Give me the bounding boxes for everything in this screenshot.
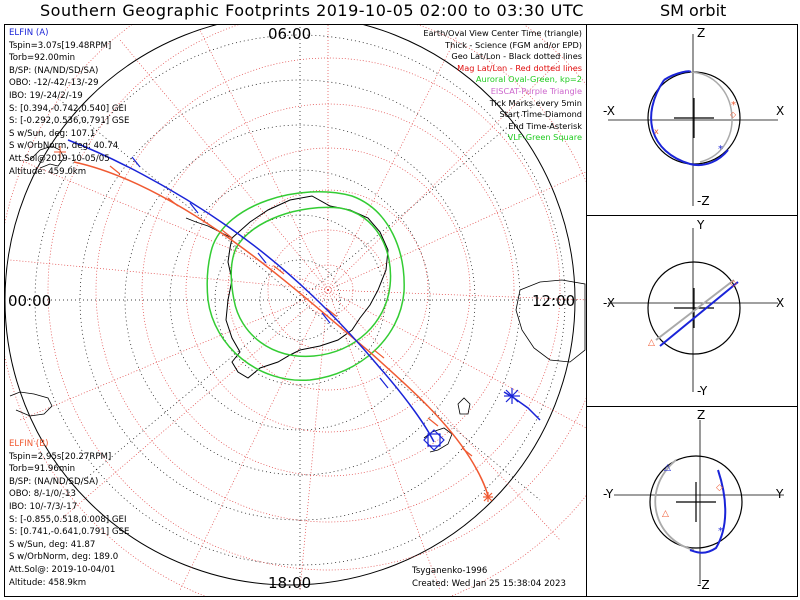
svg-text:x: x [654,127,659,136]
australia-coast [515,279,586,363]
map-legend: Earth/Oval View Center Time (triangle) T… [423,28,582,144]
auroral-oval-inner [230,206,392,358]
sm-xz-right-label: X [776,104,785,118]
elfin-b-track [73,161,489,497]
sm-yz-top-label: Z [697,408,706,422]
sm-xy-right-label: X [776,296,785,310]
sm-panel-divider [586,215,798,216]
elfin-a-name: ELFIN (A) [9,28,49,38]
elfin-a-track [67,139,435,443]
elfin-a-line: OBO: -12/-42/-13/-29 [9,78,99,89]
legend-entry: VLF-Green Square [507,132,582,143]
svg-text:◇: ◇ [730,110,737,119]
model-label: Tsyganenko-1996 [412,566,488,576]
elfin-b-line: S w/Sun, deg: 41.87 [9,539,96,550]
sm-orbit-frame [586,24,798,597]
svg-text:△: △ [648,338,655,348]
map-horizon [5,25,576,586]
svg-text:*: * [731,100,736,111]
legend-entry: Geo Lat/Lon - Black dotted lines [451,51,582,62]
sm-orbit-panel-xz: * x * ◇ [608,34,778,206]
elfin-b-line: Torb=91.96min [9,464,76,475]
legend-entry: Tick Marks every 5min [489,97,582,108]
elfin-a-line: S w/Sun, deg: 107.1 [9,128,96,139]
elfin-a-line: B/SP: (NA/ND/SD/SA) [9,65,99,76]
clock-label-left: 00:00 [8,292,52,310]
elfin-b-end-asterisk [483,492,493,502]
elfin-a-info: ELFIN (A) Tspin=3.07s[19.48RPM] Torb=92.… [9,27,129,178]
sm-orbit-panel-yz: △ △ ◇ * [614,420,784,584]
sm-orbit-title: SM orbit [660,1,727,20]
sm-orbit-panel-xy: △ ◇ [608,228,778,392]
elfin-a-line: Torb=92.00min [9,53,76,64]
sm-yz-bottom-label: -Z [697,578,710,592]
legend-entry: Mag Lat/Lon - Red dotted lines [457,62,582,73]
elfin-b-line: B/SP: (NA/ND/SD/SA) [9,476,99,487]
svg-text:*: * [718,144,723,155]
legend-entry: Thick - Science (FGM and/or EPD) [445,39,582,50]
elfin-a-line: S w/OrbNorm, deg: 40.74 [9,141,119,152]
geo-latlon-grid [10,25,580,590]
svg-text:◇: ◇ [716,483,723,493]
svg-text:◇: ◇ [730,279,737,289]
elfin-b-line: S: [-0.855,0.518,0.008] GEI [9,514,127,525]
elfin-a-line: Att.Sol@2019-10-05/05 [9,153,110,164]
africa-coast [9,391,53,417]
start-time-markers [54,146,66,158]
legend-entry: End Time-Asterisk [508,120,582,131]
elfin-a-second-asterisk [504,388,520,404]
elfin-a-line: S: [-0.292,0.536,0.791] GSE [9,116,130,127]
elfin-b-name: ELFIN (B) [9,439,49,449]
sm-xy-top-label: Y [697,218,705,232]
legend-entry: EISCAT-Purple Triangle [490,85,582,96]
svg-text:△: △ [664,463,671,473]
svg-text:△: △ [662,509,669,519]
elfin-a-second-segment [503,391,541,421]
elfin-a-line: Altitude: 459.0km [9,166,87,177]
elfin-a-line: S: [0.394,-0.742,0.540] GEI [9,103,127,114]
elfin-b-line: S w/OrbNorm, deg: 189.0 [9,552,119,563]
sm-xz-left-label: -X [603,104,615,118]
svg-text:*: * [718,526,723,537]
antarctica-coastline [225,195,389,379]
legend-entry: Start Time-Diamond [499,109,582,120]
elfin-b-tick-marks [109,165,473,457]
sm-xy-left-label: -X [603,296,615,310]
sm-xz-top-label: Z [697,26,706,40]
sm-yz-left-label: -Y [603,487,614,501]
elfin-b-info: ELFIN (B) Tspin=2.95s[20.27RPM] Torb=91.… [9,438,129,589]
elfin-b-line: Altitude: 458.9km [9,577,87,588]
elfin-b-line: Tspin=2.95s[20.27RPM] [9,451,112,462]
south-america-coast [29,145,65,169]
elfin-a-line: Tspin=3.07s[19.48RPM] [9,40,112,51]
sm-yz-right-label: Y [776,487,784,501]
tasmania-coast [457,397,471,415]
sm-panel-divider [586,406,798,407]
clock-label-bottom: 18:00 [268,574,312,592]
sm-xy-bottom-label: -Y [697,384,708,398]
clock-label-right: 12:00 [532,292,576,310]
elfin-b-line: OBO: 8/-1/0/-13 [9,489,76,500]
auroral-oval-outer [206,191,405,381]
elfin-a-tick-marks [131,156,389,389]
elfin-b-line: Att.Sol@: 2019-10-04/01 [9,564,116,575]
elfin-b-line: S: [0.741,-0.641,0.791] GSE [9,527,130,538]
mag-latlon-grid [5,25,586,596]
elfin-b-line: IBO: 10/-7/3/-17 [9,501,78,512]
clock-label-top: 06:00 [268,25,312,43]
sm-xz-bottom-label: -Z [697,194,710,208]
legend-entry: Earth/Oval View Center Time (triangle) [423,28,582,38]
elfin-a-line: IBO: 19/-24/2/-19 [9,90,83,101]
elfin-a-end-marker [423,429,445,451]
legend-entry: Auroral Oval-Green, kp=2 [475,74,582,85]
page-title: Southern Geographic Footprints 2019-10-0… [40,1,584,20]
created-label: Created: Wed Jan 25 15:38:04 2023 [412,579,566,589]
